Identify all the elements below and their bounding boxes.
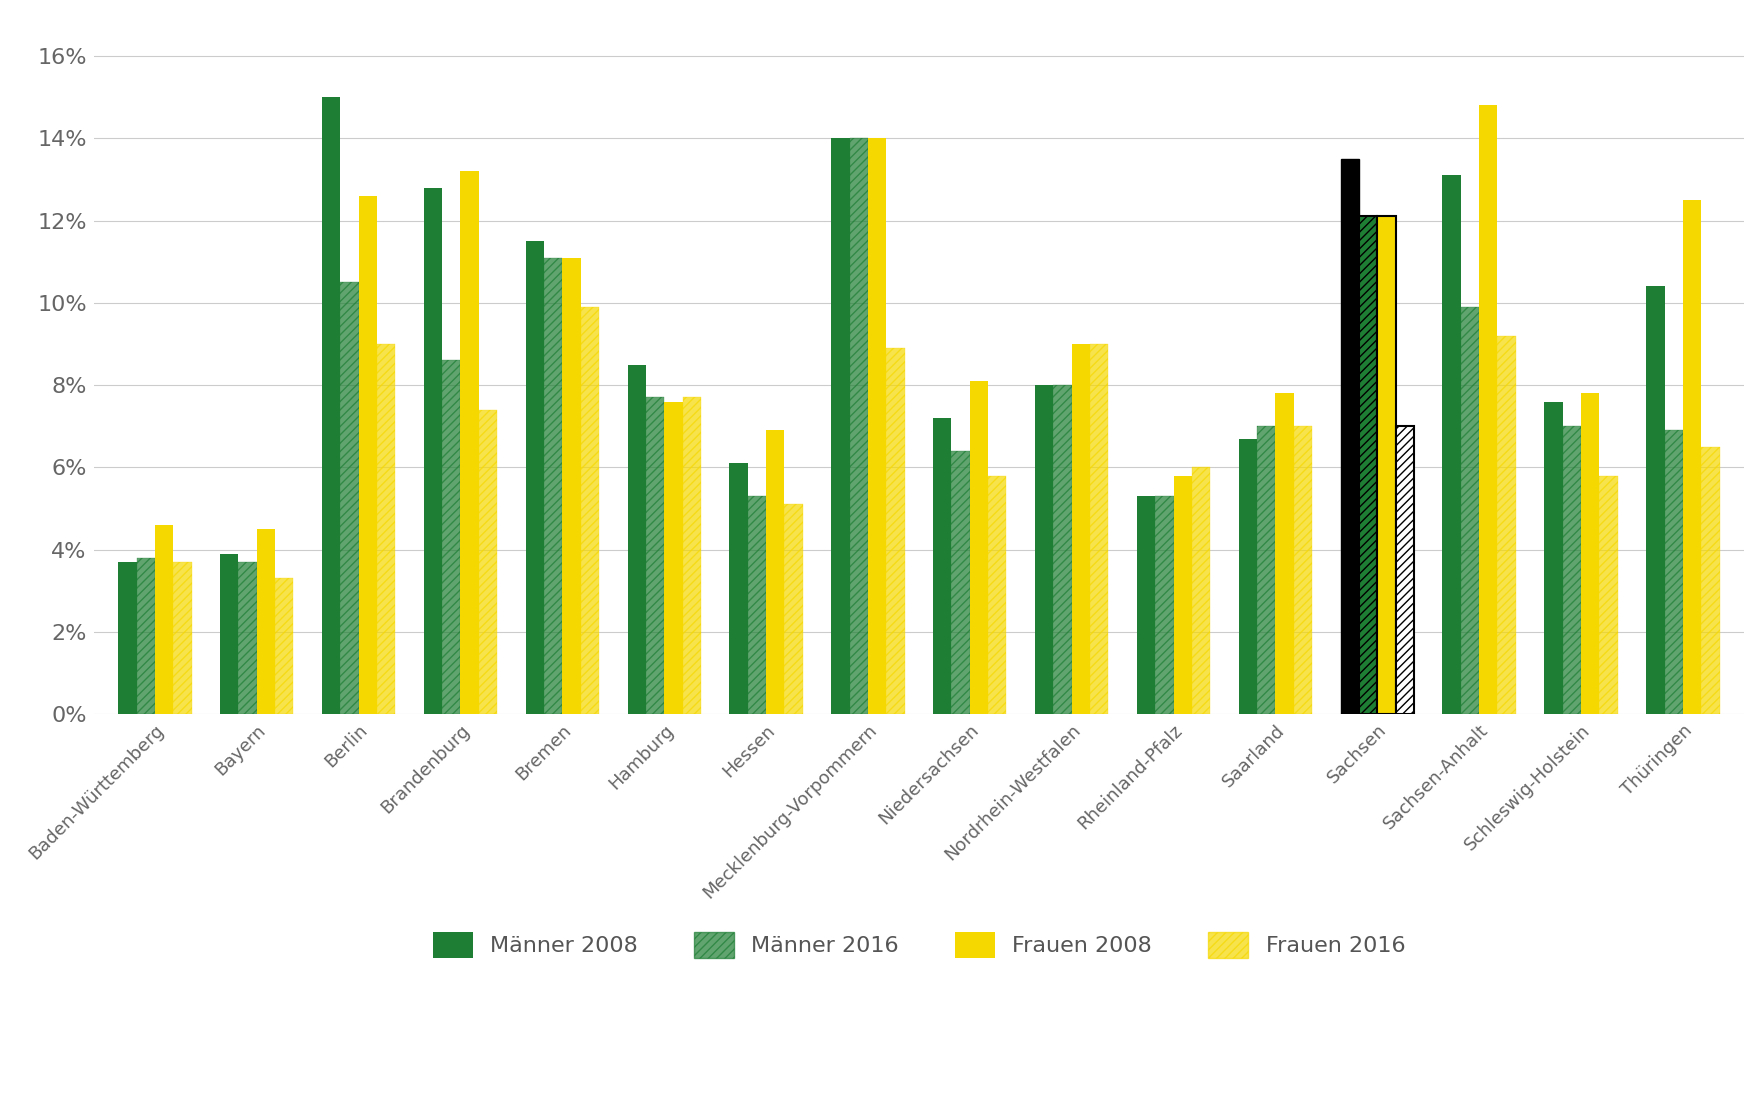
Bar	[155, 525, 172, 714]
Bar	[1173, 476, 1193, 714]
Bar	[526, 241, 544, 714]
Bar	[1599, 476, 1618, 714]
Bar	[1034, 385, 1054, 714]
Bar	[1460, 307, 1479, 714]
Bar	[274, 579, 294, 714]
Bar	[1136, 496, 1156, 714]
Bar	[442, 360, 461, 714]
Bar	[867, 139, 887, 714]
Bar	[1377, 216, 1395, 714]
Bar	[376, 344, 396, 714]
Bar	[1479, 105, 1497, 714]
Bar	[1238, 438, 1258, 714]
Bar	[748, 496, 767, 714]
Bar	[563, 257, 580, 714]
Bar	[339, 283, 359, 714]
Bar	[220, 553, 239, 714]
Bar	[239, 562, 257, 714]
Bar	[1054, 385, 1071, 714]
Bar	[1275, 394, 1293, 714]
Bar	[832, 139, 850, 714]
Bar	[1664, 430, 1683, 714]
Bar	[544, 257, 563, 714]
Bar	[646, 397, 665, 714]
Bar	[1071, 344, 1091, 714]
Bar	[172, 562, 192, 714]
Bar	[257, 529, 274, 714]
Bar	[682, 397, 700, 714]
Bar	[1258, 426, 1275, 714]
Bar	[478, 409, 498, 714]
Bar	[580, 307, 600, 714]
Bar	[665, 401, 682, 714]
Bar	[1360, 216, 1377, 714]
Bar	[359, 196, 376, 714]
Bar	[952, 451, 969, 714]
Bar	[1497, 336, 1516, 714]
Bar	[989, 476, 1006, 714]
Bar	[969, 381, 989, 714]
Legend: Männer 2008, Männer 2016, Frauen 2008, Frauen 2016: Männer 2008, Männer 2016, Frauen 2008, F…	[422, 920, 1416, 968]
Bar	[767, 430, 785, 714]
Bar	[1581, 394, 1599, 714]
Bar	[1091, 344, 1108, 714]
Bar	[1683, 200, 1701, 714]
Bar	[424, 187, 442, 714]
Bar	[137, 558, 155, 714]
Bar	[932, 418, 952, 714]
Bar	[1293, 426, 1312, 714]
Bar	[1544, 401, 1562, 714]
Bar	[322, 98, 339, 714]
Bar	[730, 464, 748, 714]
Bar	[785, 505, 802, 714]
Bar	[1193, 467, 1210, 714]
Bar	[1156, 496, 1173, 714]
Bar	[1442, 175, 1460, 714]
Bar	[887, 348, 904, 714]
Bar	[461, 171, 478, 714]
Bar	[1395, 426, 1414, 714]
Bar	[628, 365, 646, 714]
Bar	[1340, 159, 1360, 714]
Bar	[1562, 426, 1581, 714]
Bar	[850, 139, 867, 714]
Bar	[118, 562, 137, 714]
Bar	[1646, 286, 1664, 714]
Bar	[1701, 447, 1720, 714]
